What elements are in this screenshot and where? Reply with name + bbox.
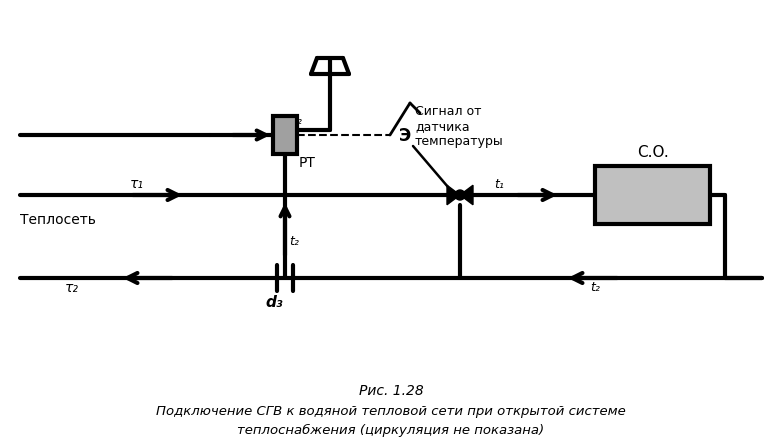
Polygon shape xyxy=(447,185,460,205)
Text: Рис. 1.28: Рис. 1.28 xyxy=(359,384,423,398)
Circle shape xyxy=(455,190,465,200)
Text: Сигнал от
датчика
температуры: Сигнал от датчика температуры xyxy=(415,105,504,148)
Text: t₂: t₂ xyxy=(590,281,600,294)
Text: Подключение СГВ к водяной тепловой сети при открытой системе: Подключение СГВ к водяной тепловой сети … xyxy=(156,405,626,418)
Polygon shape xyxy=(460,185,473,205)
Text: PT: PT xyxy=(299,156,316,170)
Text: t₁: t₁ xyxy=(494,178,504,191)
Text: t₂: t₂ xyxy=(292,114,302,127)
Text: C.O.: C.O. xyxy=(637,145,669,160)
Text: d₃: d₃ xyxy=(265,295,282,310)
Text: τ₂: τ₂ xyxy=(65,281,79,295)
Bar xyxy=(595,166,710,224)
Bar xyxy=(273,116,297,154)
Text: τ₁: τ₁ xyxy=(130,177,144,191)
Text: t₂: t₂ xyxy=(289,235,299,248)
Text: Теплосеть: Теплосеть xyxy=(20,213,96,227)
Text: Э: Э xyxy=(399,127,411,145)
Text: теплоснабжения (циркуляция не показана): теплоснабжения (циркуляция не показана) xyxy=(238,423,544,437)
